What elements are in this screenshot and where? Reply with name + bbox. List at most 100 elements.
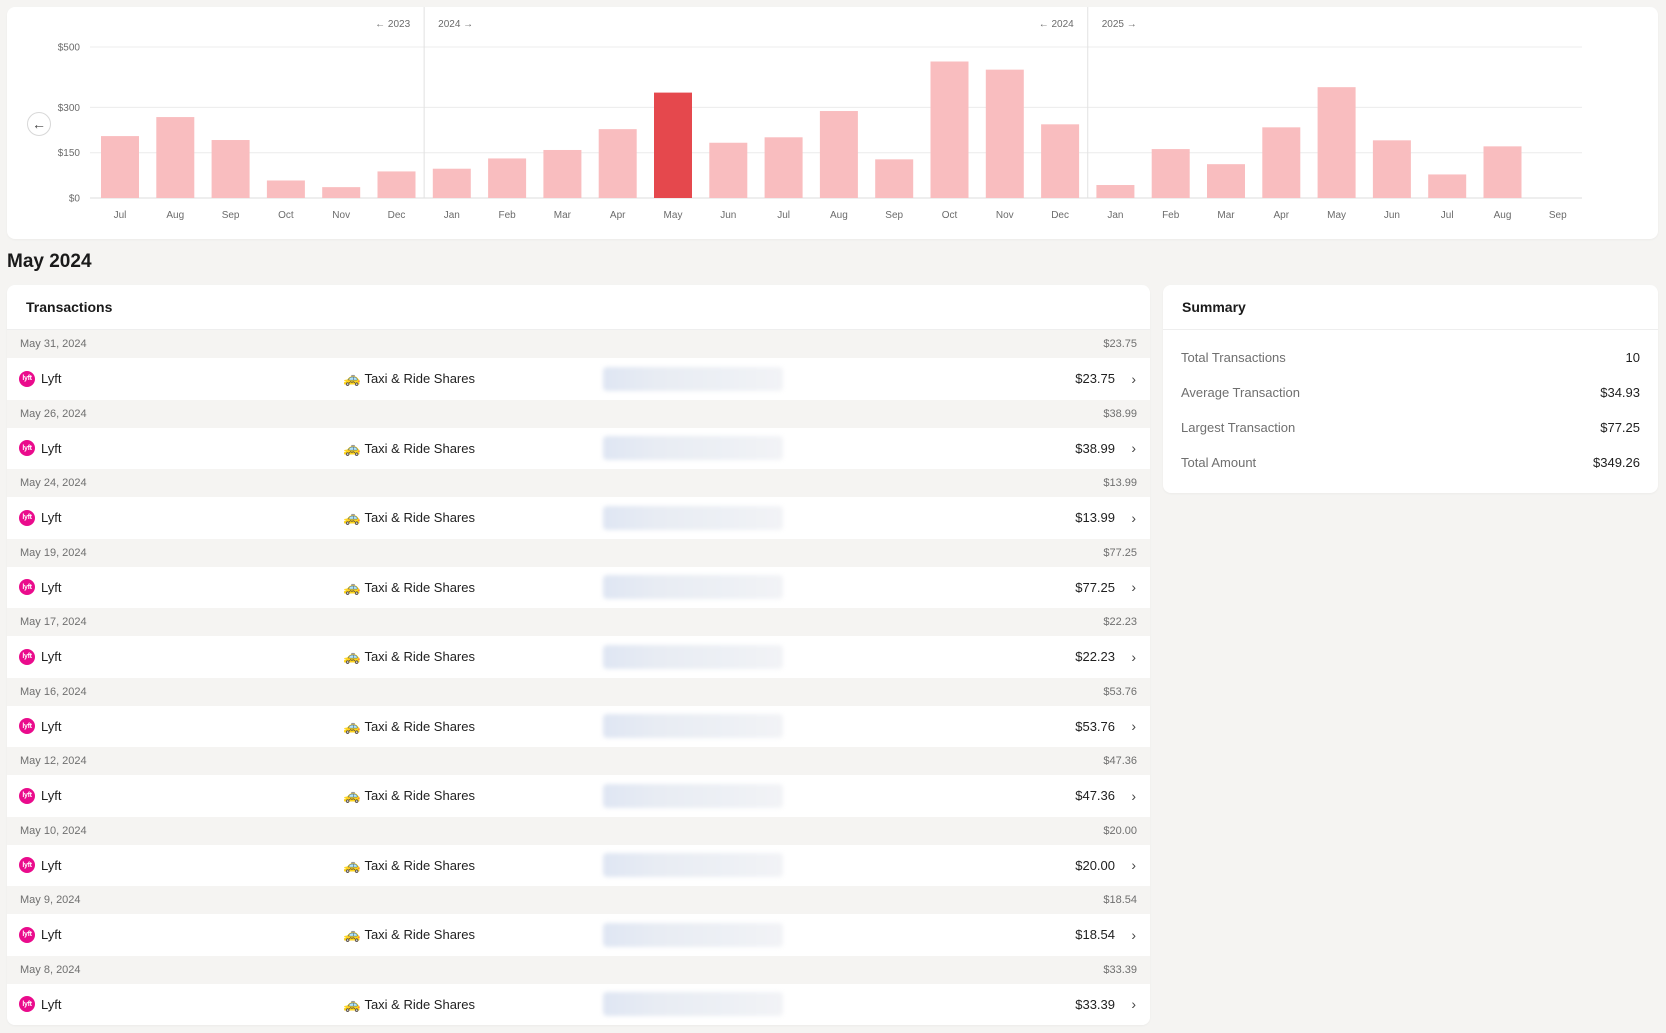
chevron-right-icon[interactable]: › xyxy=(1131,370,1136,387)
bar[interactable] xyxy=(322,187,361,198)
merchant[interactable]: lyft Lyft xyxy=(19,787,61,804)
transaction-row[interactable]: lyft Lyft 🚕 Taxi & Ride Shares $33.39 › xyxy=(7,983,1150,1025)
bar-selected[interactable] xyxy=(654,92,692,198)
transaction-row[interactable]: lyft Lyft 🚕 Taxi & Ride Shares $18.54 › xyxy=(7,914,1150,956)
merchant-name: Lyft xyxy=(41,579,62,595)
chevron-right-icon[interactable]: › xyxy=(1131,787,1136,804)
x-tick-label: Aug xyxy=(830,210,848,221)
merchant-name: Lyft xyxy=(41,649,62,665)
bar[interactable] xyxy=(488,158,527,198)
bar[interactable] xyxy=(985,69,1024,199)
category[interactable]: 🚕 Taxi & Ride Shares xyxy=(343,579,475,596)
x-tick-label: Aug xyxy=(1494,210,1512,221)
transaction-amount: $33.39 xyxy=(1075,996,1115,1012)
transaction-amount: $53.76 xyxy=(1075,718,1115,734)
chevron-right-icon[interactable]: › xyxy=(1131,857,1136,874)
bar[interactable] xyxy=(1317,87,1356,198)
summary-label: Average Transaction xyxy=(1181,385,1300,400)
summary-row: Total Amount $349.26 xyxy=(1163,445,1658,480)
merchant[interactable]: lyft Lyft xyxy=(19,926,61,943)
merchant[interactable]: lyft Lyft xyxy=(19,370,61,387)
blurred-notes xyxy=(603,714,783,739)
bar[interactable] xyxy=(1041,124,1080,198)
transaction-row[interactable]: lyft Lyft 🚕 Taxi & Ride Shares $77.25 › xyxy=(7,566,1150,608)
x-tick-label: Jul xyxy=(114,210,127,221)
category[interactable]: 🚕 Taxi & Ride Shares xyxy=(343,787,475,804)
bar[interactable] xyxy=(764,137,803,198)
chevron-right-icon[interactable]: › xyxy=(1131,509,1136,526)
category[interactable]: 🚕 Taxi & Ride Shares xyxy=(343,857,475,874)
year-marker-left-label: ← 2023 xyxy=(375,19,410,30)
merchant[interactable]: lyft Lyft xyxy=(19,857,61,874)
arrow-left-icon: ← xyxy=(32,116,46,132)
transaction-row[interactable]: lyft Lyft 🚕 Taxi & Ride Shares $23.75 › xyxy=(7,358,1150,400)
bar[interactable] xyxy=(598,129,637,198)
bar[interactable] xyxy=(875,159,914,198)
category[interactable]: 🚕 Taxi & Ride Shares xyxy=(343,996,475,1013)
category[interactable]: 🚕 Taxi & Ride Shares xyxy=(343,926,475,943)
bar[interactable] xyxy=(1207,164,1245,198)
bar[interactable] xyxy=(266,180,305,198)
category[interactable]: 🚕 Taxi & Ride Shares xyxy=(343,370,475,387)
bar[interactable] xyxy=(101,136,139,198)
transaction-row[interactable]: lyft Lyft 🚕 Taxi & Ride Shares $20.00 › xyxy=(7,844,1150,886)
merchant[interactable]: lyft Lyft xyxy=(19,996,61,1013)
y-tick-label: $0 xyxy=(69,194,81,205)
category-label: Taxi & Ride Shares xyxy=(364,996,475,1012)
x-tick-label: Jan xyxy=(444,210,460,221)
day-total: $23.75 xyxy=(1103,338,1137,350)
x-tick-label: Jul xyxy=(777,210,790,221)
chevron-right-icon[interactable]: › xyxy=(1131,996,1136,1013)
bar[interactable] xyxy=(543,149,582,198)
taxi-icon: 🚕 xyxy=(343,509,361,526)
merchant[interactable]: lyft Lyft xyxy=(19,509,62,526)
bar[interactable] xyxy=(156,117,195,198)
merchant[interactable]: lyft Lyft xyxy=(19,718,61,735)
merchant[interactable]: lyft Lyft xyxy=(19,579,62,596)
bar[interactable] xyxy=(432,168,471,198)
date-label: May 8, 2024 xyxy=(20,963,81,976)
category[interactable]: 🚕 Taxi & Ride Shares xyxy=(343,648,475,665)
merchant[interactable]: lyft Lyft xyxy=(19,648,62,665)
bar[interactable] xyxy=(377,171,416,198)
transaction-row[interactable]: lyft Lyft 🚕 Taxi & Ride Shares $53.76 › xyxy=(7,705,1150,747)
date-group-header: May 31, 2024 $23.75 xyxy=(7,330,1150,358)
summary-value: $77.25 xyxy=(1600,420,1640,435)
date-label: May 9, 2024 xyxy=(20,894,81,906)
category-label: Taxi & Ride Shares xyxy=(364,718,475,734)
bar[interactable] xyxy=(1372,140,1411,198)
x-tick-label: May xyxy=(1327,210,1346,221)
bar[interactable] xyxy=(1428,174,1467,198)
chevron-right-icon[interactable]: › xyxy=(1131,718,1136,735)
x-tick-label: Jan xyxy=(1107,210,1123,221)
bar[interactable] xyxy=(930,61,969,198)
category[interactable]: 🚕 Taxi & Ride Shares xyxy=(343,718,475,735)
transaction-row[interactable]: lyft Lyft 🚕 Taxi & Ride Shares $47.36 › xyxy=(7,775,1150,817)
transaction-row[interactable]: lyft Lyft 🚕 Taxi & Ride Shares $22.23 › xyxy=(7,636,1150,678)
day-total: $47.36 xyxy=(1103,755,1137,767)
x-tick-label: Dec xyxy=(388,210,406,221)
bar[interactable] xyxy=(1483,146,1522,198)
bar[interactable] xyxy=(1151,149,1190,198)
category[interactable]: 🚕 Taxi & Ride Shares xyxy=(343,509,475,526)
category-label: Taxi & Ride Shares xyxy=(364,579,475,595)
summary-value: 10 xyxy=(1625,350,1640,365)
chevron-right-icon[interactable]: › xyxy=(1131,648,1136,665)
bar[interactable] xyxy=(1262,127,1301,198)
chevron-right-icon[interactable]: › xyxy=(1131,440,1136,457)
chevron-right-icon[interactable]: › xyxy=(1131,579,1136,596)
bar[interactable] xyxy=(1096,185,1135,198)
blurred-notes xyxy=(603,575,783,600)
transaction-row[interactable]: lyft Lyft 🚕 Taxi & Ride Shares $38.99 › xyxy=(7,427,1150,469)
date-label: May 26, 2024 xyxy=(20,407,87,420)
transaction-row[interactable]: lyft Lyft 🚕 Taxi & Ride Shares $13.99 › xyxy=(7,497,1150,539)
merchant-name: Lyft xyxy=(41,510,62,526)
category[interactable]: 🚕 Taxi & Ride Shares xyxy=(343,440,475,457)
chevron-right-icon[interactable]: › xyxy=(1131,926,1136,943)
bar[interactable] xyxy=(819,111,858,198)
bar[interactable] xyxy=(211,140,250,198)
taxi-icon: 🚕 xyxy=(343,717,361,734)
bar[interactable] xyxy=(709,142,748,198)
chart-back-button[interactable]: ← xyxy=(27,112,51,136)
merchant[interactable]: lyft Lyft xyxy=(19,440,61,457)
